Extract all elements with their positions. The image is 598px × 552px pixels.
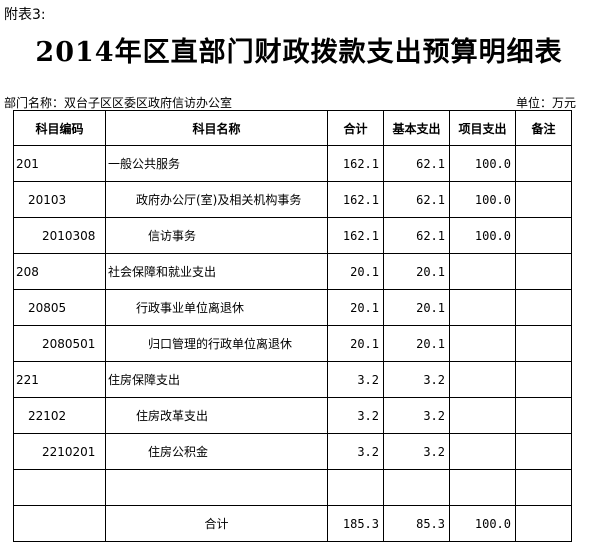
table-row: 221 住房保障支出 3.2 3.2 <box>13 361 572 398</box>
cell-total: 162.1 <box>327 217 384 254</box>
cell-name: 住房改革支出 <box>105 397 328 434</box>
table-row: 2080501 归口管理的行政单位离退休 20.1 20.1 <box>13 325 572 362</box>
cell-total: 3.2 <box>327 361 384 398</box>
cell-note <box>515 181 572 218</box>
cell-project <box>449 469 516 506</box>
cell-project <box>449 433 516 470</box>
cell-code <box>13 469 106 506</box>
budget-table: 科目编码 科目名称 合计 基本支出 项目支出 备注 201 一般公共服务 162… <box>13 110 572 542</box>
table-header-row: 科目编码 科目名称 合计 基本支出 项目支出 备注 <box>13 110 572 146</box>
table-row: 2010308 信访事务 162.1 62.1 100.0 <box>13 217 572 254</box>
table-row: 208 社会保障和就业支出 20.1 20.1 <box>13 253 572 290</box>
cell-basic: 62.1 <box>383 181 450 218</box>
cell-basic: 20.1 <box>383 253 450 290</box>
total-note <box>515 505 572 542</box>
cell-note <box>515 361 572 398</box>
cell-basic: 20.1 <box>383 289 450 326</box>
cell-note <box>515 433 572 470</box>
table-row: 2210201 住房公积金 3.2 3.2 <box>13 433 572 470</box>
table-body: 201 一般公共服务 162.1 62.1 100.0 20103 政府办公厅(… <box>13 145 572 542</box>
cell-name: 行政事业单位离退休 <box>105 289 328 326</box>
cell-total: 20.1 <box>327 325 384 362</box>
cell-code: 2210201 <box>13 433 106 470</box>
table-row: 201 一般公共服务 162.1 62.1 100.0 <box>13 145 572 182</box>
total-basic: 85.3 <box>383 505 450 542</box>
cell-code: 208 <box>13 253 106 290</box>
page-title: 2014年区直部门财政拨款支出预算明细表 <box>35 37 563 68</box>
cell-project: 100.0 <box>449 217 516 254</box>
total-label: 合计 <box>105 505 328 542</box>
cell-code: 201 <box>13 145 106 182</box>
cell-total: 20.1 <box>327 253 384 290</box>
cell-project <box>449 361 516 398</box>
cell-project: 100.0 <box>449 181 516 218</box>
cell-note <box>515 289 572 326</box>
cell-name: 住房公积金 <box>105 433 328 470</box>
cell-project <box>449 397 516 434</box>
department-name: 部门名称：双台子区区委区政府信访办公室 <box>4 96 233 110</box>
cell-total <box>327 469 384 506</box>
appendix-label: 附表3: <box>4 7 46 23</box>
table-row: 20805 行政事业单位离退休 20.1 20.1 <box>13 289 572 326</box>
cell-basic: 3.2 <box>383 361 450 398</box>
cell-project <box>449 325 516 362</box>
col-header-name: 科目名称 <box>105 110 328 146</box>
cell-total: 3.2 <box>327 397 384 434</box>
cell-project <box>449 289 516 326</box>
cell-code: 2080501 <box>13 325 106 362</box>
cell-note <box>515 253 572 290</box>
cell-note <box>515 217 572 254</box>
table-row: 22102 住房改革支出 3.2 3.2 <box>13 397 572 434</box>
cell-code: 2010308 <box>13 217 106 254</box>
cell-code: 22102 <box>13 397 106 434</box>
cell-name <box>105 469 328 506</box>
cell-basic: 3.2 <box>383 433 450 470</box>
cell-total: 3.2 <box>327 433 384 470</box>
col-header-code: 科目编码 <box>13 110 106 146</box>
cell-name: 信访事务 <box>105 217 328 254</box>
cell-code: 20103 <box>13 181 106 218</box>
total-row: 合计 185.3 85.3 100.0 <box>13 505 572 542</box>
unit-label: 单位：万元 <box>515 96 576 110</box>
cell-name: 社会保障和就业支出 <box>105 253 328 290</box>
col-header-note: 备注 <box>515 110 572 146</box>
cell-name: 归口管理的行政单位离退休 <box>105 325 328 362</box>
cell-total: 162.1 <box>327 181 384 218</box>
cell-name: 住房保障支出 <box>105 361 328 398</box>
total-amount: 185.3 <box>327 505 384 542</box>
cell-total: 162.1 <box>327 145 384 182</box>
cell-name: 政府办公厅(室)及相关机构事务 <box>105 181 328 218</box>
cell-project <box>449 253 516 290</box>
cell-code: 20805 <box>13 289 106 326</box>
cell-note <box>515 397 572 434</box>
cell-basic: 3.2 <box>383 397 450 434</box>
col-header-total: 合计 <box>327 110 384 146</box>
cell-basic: 20.1 <box>383 325 450 362</box>
col-header-basic: 基本支出 <box>383 110 450 146</box>
cell-total: 20.1 <box>327 289 384 326</box>
cell-basic: 62.1 <box>383 145 450 182</box>
table-row <box>13 469 572 506</box>
table-row: 20103 政府办公厅(室)及相关机构事务 162.1 62.1 100.0 <box>13 181 572 218</box>
cell-name: 一般公共服务 <box>105 145 328 182</box>
cell-note <box>515 469 572 506</box>
col-header-project: 项目支出 <box>449 110 516 146</box>
cell-code <box>13 505 106 542</box>
cell-basic <box>383 469 450 506</box>
cell-note <box>515 325 572 362</box>
cell-note <box>515 145 572 182</box>
cell-project: 100.0 <box>449 145 516 182</box>
cell-basic: 62.1 <box>383 217 450 254</box>
total-project: 100.0 <box>449 505 516 542</box>
cell-code: 221 <box>13 361 106 398</box>
